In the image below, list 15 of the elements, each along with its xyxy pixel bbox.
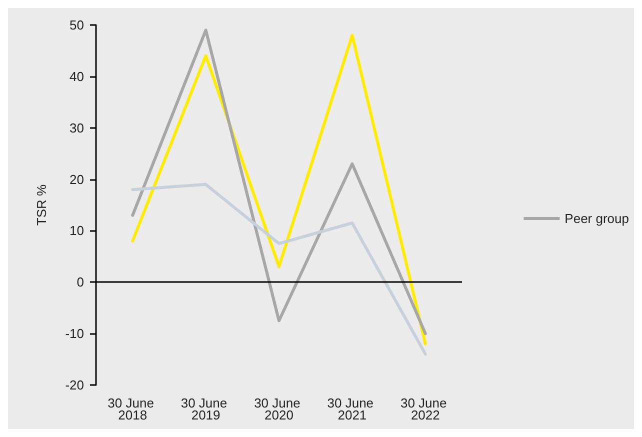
y-tick-label: 0 xyxy=(76,274,84,290)
x-tick-label: 30 June 2021 xyxy=(327,396,378,422)
y-tick-label: 20 xyxy=(70,172,84,187)
x-tick-label: 30 June 2020 xyxy=(254,396,304,422)
legend-label: Peer group xyxy=(564,211,630,226)
y-tick-label: -10 xyxy=(65,326,84,342)
y-tick-label: -20 xyxy=(65,378,84,392)
x-tick-label: 30 June 2022 xyxy=(400,396,450,422)
y-tick-label: 10 xyxy=(70,223,84,238)
y-axis-title: TSR % xyxy=(34,184,49,226)
y-tick-label: 30 xyxy=(70,120,84,136)
y-tick-label: 50 xyxy=(70,18,84,32)
x-tick-label: 30 June 2019 xyxy=(180,396,231,422)
x-tick-label: 30 June 2018 xyxy=(108,396,158,422)
y-tick-label: 40 xyxy=(70,68,84,84)
